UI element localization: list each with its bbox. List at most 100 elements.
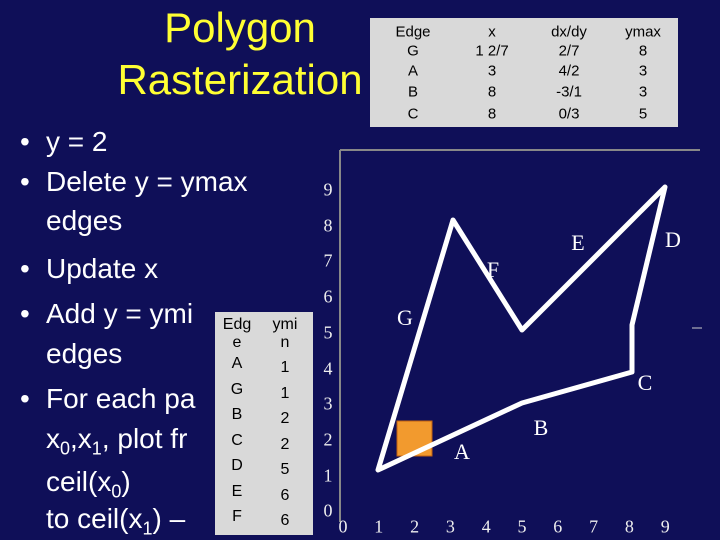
bullet-dot: • <box>20 126 30 157</box>
text: edges <box>46 338 123 369</box>
y-label: 0 <box>323 500 333 521</box>
title: Rasterization <box>117 56 363 103</box>
bullet-line: y = 2 <box>46 126 107 158</box>
cell: 5 <box>638 105 648 123</box>
x-label: 8 <box>624 516 634 537</box>
y-label: 4 <box>323 358 333 378</box>
y-label: 6 <box>323 286 333 307</box>
bullet-dot: • <box>20 383 30 414</box>
cell: -3/1 <box>556 83 582 101</box>
text: Delete y = ymax <box>46 166 248 197</box>
subscript: 0 <box>111 481 122 502</box>
cell: A <box>407 62 419 80</box>
cell: F <box>232 508 242 525</box>
y-label: 1 <box>323 465 333 486</box>
text: ,x <box>70 423 92 454</box>
cell: B <box>231 406 243 423</box>
x-label: 3 <box>445 516 455 537</box>
bullet-dot: • <box>20 253 30 284</box>
x-label: 0 <box>338 516 348 537</box>
cell: 2/7 <box>558 42 580 60</box>
cell: 3 <box>638 62 648 80</box>
cell: 2 <box>280 410 290 427</box>
text: ceil(x <box>46 466 112 497</box>
cell: 1 <box>280 359 290 376</box>
header-cell: ymax <box>625 23 661 41</box>
text: , plot fr <box>101 423 188 454</box>
text: ) <box>121 466 131 497</box>
edge-label: D <box>665 227 681 252</box>
cell: 1 2/7 <box>475 42 509 60</box>
header-cell: x <box>488 23 496 41</box>
cell: 6 <box>280 512 290 529</box>
cell: 0/3 <box>558 105 580 123</box>
text: to ceil(x <box>46 503 143 534</box>
text: x <box>46 423 60 454</box>
y-label: 5 <box>323 322 333 343</box>
bullet-line: Delete y = ymax <box>46 166 248 198</box>
x-label: 7 <box>589 516 599 537</box>
header-cell: n <box>280 334 290 351</box>
cell: D <box>231 457 243 474</box>
header-cell: ymi <box>272 316 298 333</box>
header-cell: Edg <box>222 316 252 333</box>
polygon <box>375 184 668 473</box>
edge-label: E <box>571 230 585 255</box>
cell: 8 <box>487 83 497 101</box>
bullet-line: x0,x1, plot fr <box>46 423 187 460</box>
y-label: 3 <box>323 393 333 414</box>
bullet-line: Update x <box>46 253 158 285</box>
bullet-dot: • <box>20 298 30 329</box>
cell: 3 <box>487 62 497 80</box>
cell: 6 <box>280 486 290 504</box>
cell: 2 <box>280 435 290 453</box>
cell: G <box>407 42 419 60</box>
cell: B <box>407 83 419 101</box>
subscript: 1 <box>91 438 102 459</box>
cell: E <box>231 482 243 500</box>
cell: C <box>407 105 419 123</box>
x-label: 5 <box>517 516 527 537</box>
y-label: 9 <box>323 179 333 200</box>
subscript: 0 <box>60 438 71 459</box>
text: edges <box>46 205 123 236</box>
title: Polygon <box>164 4 316 51</box>
header-cell: Edge <box>395 23 431 41</box>
cell: 4/2 <box>558 62 580 80</box>
subscript: 1 <box>142 518 153 539</box>
header-cell: e <box>232 334 242 351</box>
text: Update x <box>46 253 159 284</box>
x-label: 1 <box>374 516 384 537</box>
bullet-line: edges <box>46 205 122 237</box>
edge-label: F <box>486 257 500 282</box>
x-label: 6 <box>553 516 563 537</box>
text: Add y = ymi <box>46 298 194 329</box>
active-edge-table: Edge x dx/dy ymax G 1 2/7 2/7 8 A 3 4/2 3 B 8 -3/1 3 C 8 0… <box>370 18 678 127</box>
x-label: 9 <box>660 516 670 537</box>
cell: C <box>231 431 243 449</box>
y-label: 8 <box>323 215 333 236</box>
bullet-dot: • <box>20 166 30 197</box>
bullet-line: edges <box>46 338 122 370</box>
y-label: 7 <box>323 250 333 271</box>
edge-label: C <box>637 370 653 395</box>
cell: A <box>231 355 243 372</box>
cell: 8 <box>638 42 648 60</box>
bullet-line: ceil(x0) <box>46 466 131 503</box>
x-label: 2 <box>410 516 420 537</box>
bullet-line: For each pa <box>46 383 195 415</box>
edge-label: B <box>533 415 549 440</box>
cell: 8 <box>487 105 497 123</box>
edge-label: G <box>397 305 413 330</box>
edge-label: A <box>454 439 470 464</box>
text: For each pa <box>46 383 196 414</box>
edge-table: Edg e ymi n A 1 G 1 B 2 C 2 D 5 E 6 F 6 <box>215 312 313 535</box>
text: ) – <box>152 503 186 534</box>
cell: 1 <box>280 384 290 402</box>
header-cell: dx/dy <box>551 23 587 41</box>
bullet-line: to ceil(x1) – <box>46 503 185 540</box>
cell: 3 <box>638 83 648 101</box>
x-label: 4 <box>481 516 491 537</box>
